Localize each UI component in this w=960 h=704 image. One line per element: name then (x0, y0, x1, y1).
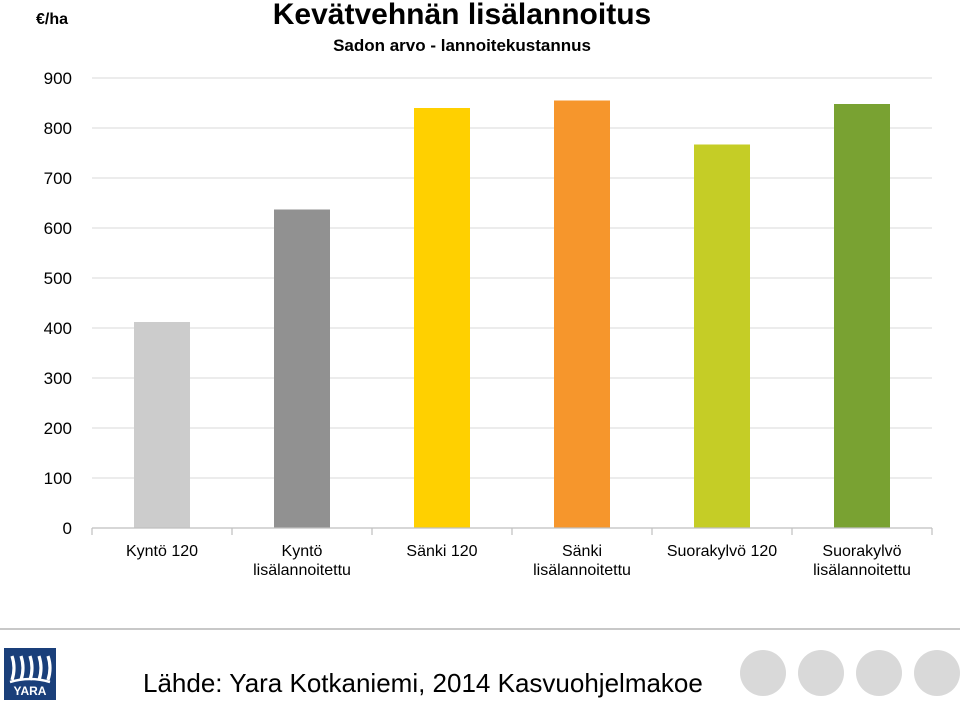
decorative-dot (740, 650, 786, 696)
bar (134, 322, 190, 528)
y-axis-ticks: 0 100 200 300 400 500 600 700 800 900 (44, 69, 72, 538)
x-axis-labels: Kyntö 120 Kyntö lisälannoitettu Sänki 120 Sä… (126, 543, 911, 579)
y-tick-label: 0 (63, 519, 72, 538)
chart-subtitle: Sadon arvo - lannoitekustannus (333, 36, 591, 55)
decorative-dot (856, 650, 902, 696)
y-tick-label: 400 (44, 319, 72, 338)
y-tick-label: 300 (44, 369, 72, 388)
x-tick-label: Suorakylvö 120 (667, 543, 777, 560)
bar (274, 209, 330, 528)
yara-logo: YARA (4, 648, 56, 700)
bar-chart: Kevätvehnän lisälannoitus Sadon arvo - l… (36, 0, 933, 579)
source-note: Lähde: Yara Kotkaniemi, 2014 Kasvuohjelm… (143, 668, 703, 698)
bar (414, 108, 470, 528)
x-tick-label: Sänki 120 (406, 543, 477, 560)
decorative-dot (914, 650, 960, 696)
y-tick-label: 900 (44, 69, 72, 88)
y-tick-label: 200 (44, 419, 72, 438)
gridlines (92, 77, 932, 479)
x-tick-label: Sänki lisälannoitettu (533, 543, 631, 579)
bar (834, 104, 890, 528)
x-tick-label: Kyntö 120 (126, 543, 198, 560)
logo-text: YARA (14, 684, 47, 698)
y-tick-label: 800 (44, 119, 72, 138)
bar (554, 100, 610, 528)
decorative-dot (798, 650, 844, 696)
bar (694, 144, 750, 528)
x-axis (91, 527, 933, 535)
x-tick-label: Kyntö lisälannoitettu (253, 543, 351, 579)
footer-divider (0, 628, 960, 630)
bars (134, 100, 890, 528)
y-tick-label: 700 (44, 169, 72, 188)
y-tick-label: 100 (44, 469, 72, 488)
x-tick-label: Suorakylvö lisälannoitettu (813, 543, 911, 579)
y-axis-label: €/ha (36, 11, 68, 28)
y-tick-label: 500 (44, 269, 72, 288)
y-tick-label: 600 (44, 219, 72, 238)
chart-title: Kevätvehnän lisälannoitus (273, 0, 651, 31)
